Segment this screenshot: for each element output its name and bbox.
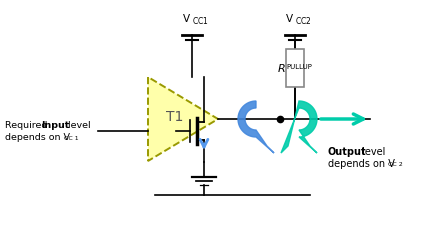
Text: $\mathregular{CC2}$: $\mathregular{CC2}$ bbox=[295, 15, 312, 26]
Text: T1: T1 bbox=[166, 109, 184, 123]
Text: $\mathregular{CC1}$: $\mathregular{CC1}$ bbox=[192, 15, 209, 26]
Text: R: R bbox=[277, 64, 285, 74]
Text: CC 1: CC 1 bbox=[64, 135, 78, 140]
Polygon shape bbox=[281, 101, 317, 153]
Text: level: level bbox=[359, 146, 385, 156]
Text: Output: Output bbox=[328, 146, 367, 156]
Text: depends on V: depends on V bbox=[328, 158, 395, 168]
Text: $\mathregular{V}$: $\mathregular{V}$ bbox=[182, 12, 191, 24]
FancyBboxPatch shape bbox=[286, 50, 304, 88]
Text: $\mathregular{V}$: $\mathregular{V}$ bbox=[285, 12, 294, 24]
Text: CC 2: CC 2 bbox=[388, 161, 403, 166]
Polygon shape bbox=[238, 101, 274, 153]
Text: Input: Input bbox=[41, 120, 69, 129]
Text: level: level bbox=[65, 120, 91, 129]
Text: depends on V: depends on V bbox=[5, 133, 70, 142]
Text: Required: Required bbox=[5, 120, 51, 129]
Polygon shape bbox=[148, 78, 218, 161]
Text: PULLUP: PULLUP bbox=[286, 64, 312, 70]
